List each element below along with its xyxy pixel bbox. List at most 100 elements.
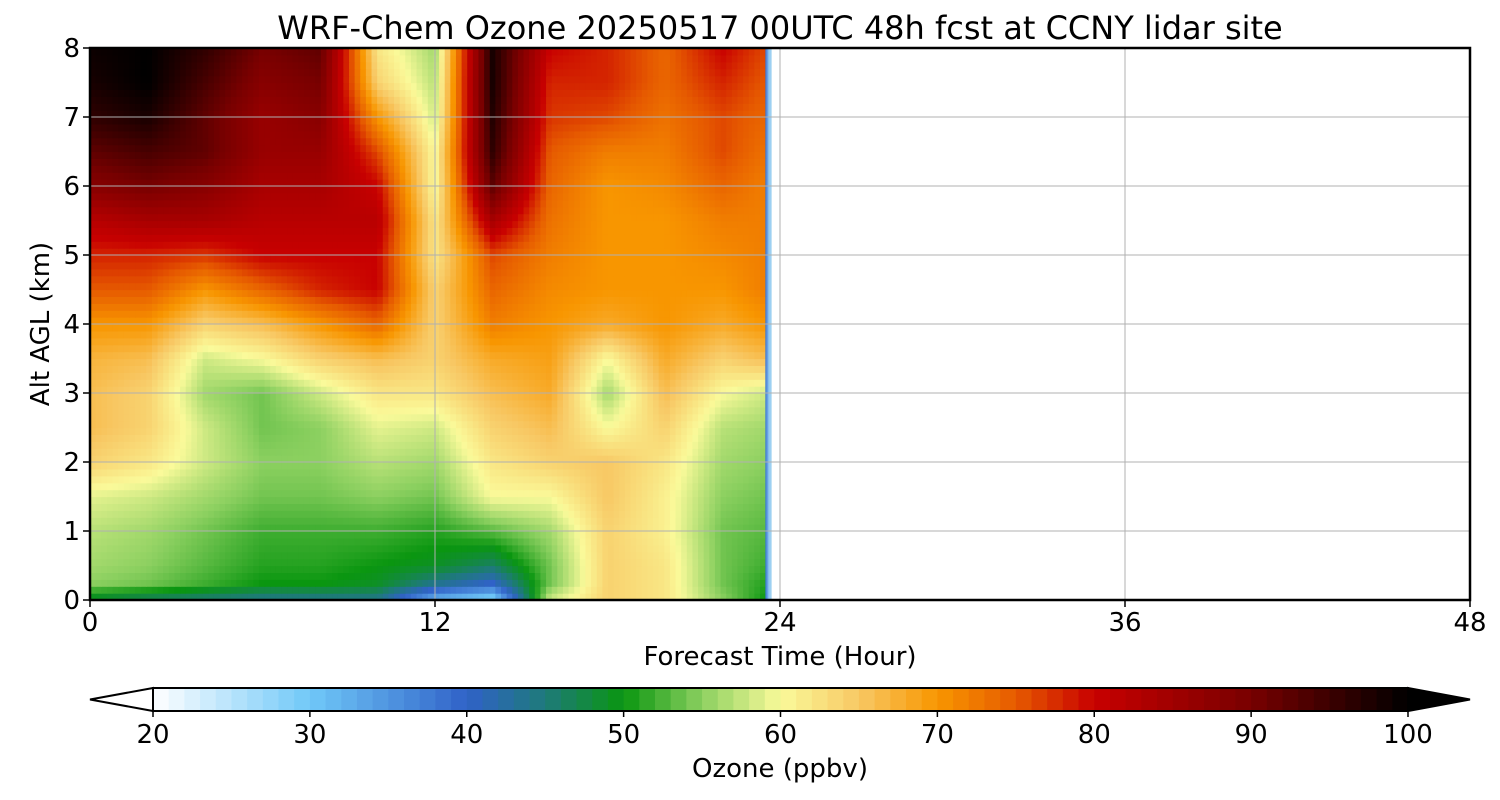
heatmap-cell	[101, 489, 108, 498]
heatmap-cell	[461, 393, 468, 401]
heatmap-cell	[343, 324, 350, 332]
heatmap-cell	[664, 386, 671, 394]
heatmap-cell	[253, 565, 260, 573]
heatmap-cell	[591, 475, 598, 484]
heatmap-cell	[242, 455, 249, 463]
heatmap-cell	[118, 324, 125, 332]
heatmap-cell	[624, 372, 632, 380]
heatmap-cell	[450, 579, 457, 587]
heatmap-cell	[540, 544, 547, 553]
heatmap-cell	[399, 351, 406, 360]
heatmap-cell	[546, 427, 553, 435]
heatmap-cell	[675, 489, 682, 498]
heatmap-cell	[714, 358, 722, 366]
heatmap-cell	[258, 317, 266, 325]
heatmap-cell	[219, 510, 226, 518]
heatmap-cell	[461, 510, 468, 518]
heatmap-cell	[568, 337, 575, 346]
heatmap-cell	[517, 351, 525, 360]
heatmap-cell	[320, 503, 328, 511]
heatmap-cell	[726, 544, 733, 553]
heatmap-cell	[258, 496, 266, 504]
heatmap-cell	[754, 434, 761, 442]
heatmap-cell	[123, 413, 131, 422]
heatmap-cell	[399, 462, 406, 470]
heatmap-cell	[754, 462, 761, 470]
heatmap-cell	[258, 441, 266, 449]
heatmap-cell	[743, 572, 750, 580]
heatmap-cell	[489, 579, 496, 587]
heatmap-cell	[230, 544, 237, 553]
heatmap-cell	[219, 330, 226, 339]
heatmap-cell	[213, 468, 221, 477]
heatmap-cell	[540, 324, 547, 332]
heatmap-cell	[343, 399, 350, 408]
heatmap-cell	[208, 379, 215, 387]
heatmap-cell	[270, 462, 277, 470]
heatmap-cell	[174, 372, 181, 380]
heatmap-cell	[394, 579, 401, 587]
heatmap-cell	[591, 386, 598, 394]
heatmap-cell	[596, 420, 603, 429]
heatmap-cell	[270, 406, 277, 415]
heatmap-cell	[546, 517, 553, 525]
heatmap-cell	[196, 441, 204, 449]
heatmap-cell	[439, 351, 446, 360]
heatmap-cell	[416, 372, 423, 380]
heatmap-cell	[382, 393, 389, 401]
heatmap-cell	[213, 572, 221, 580]
heatmap-cell	[461, 344, 468, 353]
heatmap-cell	[281, 365, 288, 373]
heatmap-cell	[534, 317, 542, 325]
heatmap-cell	[709, 475, 716, 484]
heatmap-cell	[135, 317, 142, 325]
heatmap-cell	[512, 365, 519, 373]
heatmap-cell	[174, 593, 181, 601]
heatmap-cell	[653, 399, 660, 408]
heatmap-cell	[591, 344, 598, 353]
heatmap-cell	[624, 386, 632, 394]
heatmap-cell	[275, 427, 283, 435]
heatmap-cell	[703, 455, 710, 463]
heatmap-cell	[292, 406, 299, 415]
heatmap-cell	[450, 496, 457, 504]
heatmap-cell	[686, 365, 694, 373]
heatmap-cell	[236, 524, 243, 532]
heatmap-cell	[759, 503, 767, 511]
heatmap-cell	[641, 344, 648, 353]
heatmap-cell	[365, 475, 373, 484]
heatmap-cell	[523, 406, 530, 415]
heatmap-cell	[748, 448, 755, 456]
heatmap-cell	[371, 531, 378, 539]
heatmap-cell	[669, 565, 677, 573]
heatmap-cell	[703, 593, 710, 601]
heatmap-cell	[410, 468, 418, 477]
heatmap-cell	[298, 413, 305, 422]
heatmap-cell	[140, 330, 147, 339]
heatmap-cell	[743, 489, 750, 498]
heatmap-cell	[230, 462, 237, 470]
heatmap-cell	[759, 475, 767, 484]
heatmap-cell	[585, 558, 592, 567]
heatmap-cell	[112, 365, 119, 373]
heatmap-cell	[405, 572, 412, 580]
heatmap-cell	[405, 524, 412, 532]
heatmap-cell	[686, 324, 694, 332]
heatmap-cell	[90, 510, 97, 518]
heatmap-cell	[596, 448, 603, 456]
heatmap-cell	[709, 489, 716, 498]
heatmap-cell	[568, 531, 575, 539]
heatmap-cell	[467, 544, 474, 553]
heatmap-cell	[540, 496, 547, 504]
heatmap-cell	[253, 448, 260, 456]
heatmap-cell	[236, 489, 243, 498]
heatmap-cell	[574, 406, 581, 415]
heatmap-cell	[281, 386, 288, 394]
heatmap-cell	[472, 351, 480, 360]
heatmap-cell	[698, 489, 705, 498]
heatmap-cell	[455, 537, 463, 546]
heatmap-cell	[692, 441, 699, 449]
heatmap-cell	[709, 558, 716, 567]
heatmap-cell	[180, 434, 187, 442]
heatmap-cell	[703, 372, 710, 380]
